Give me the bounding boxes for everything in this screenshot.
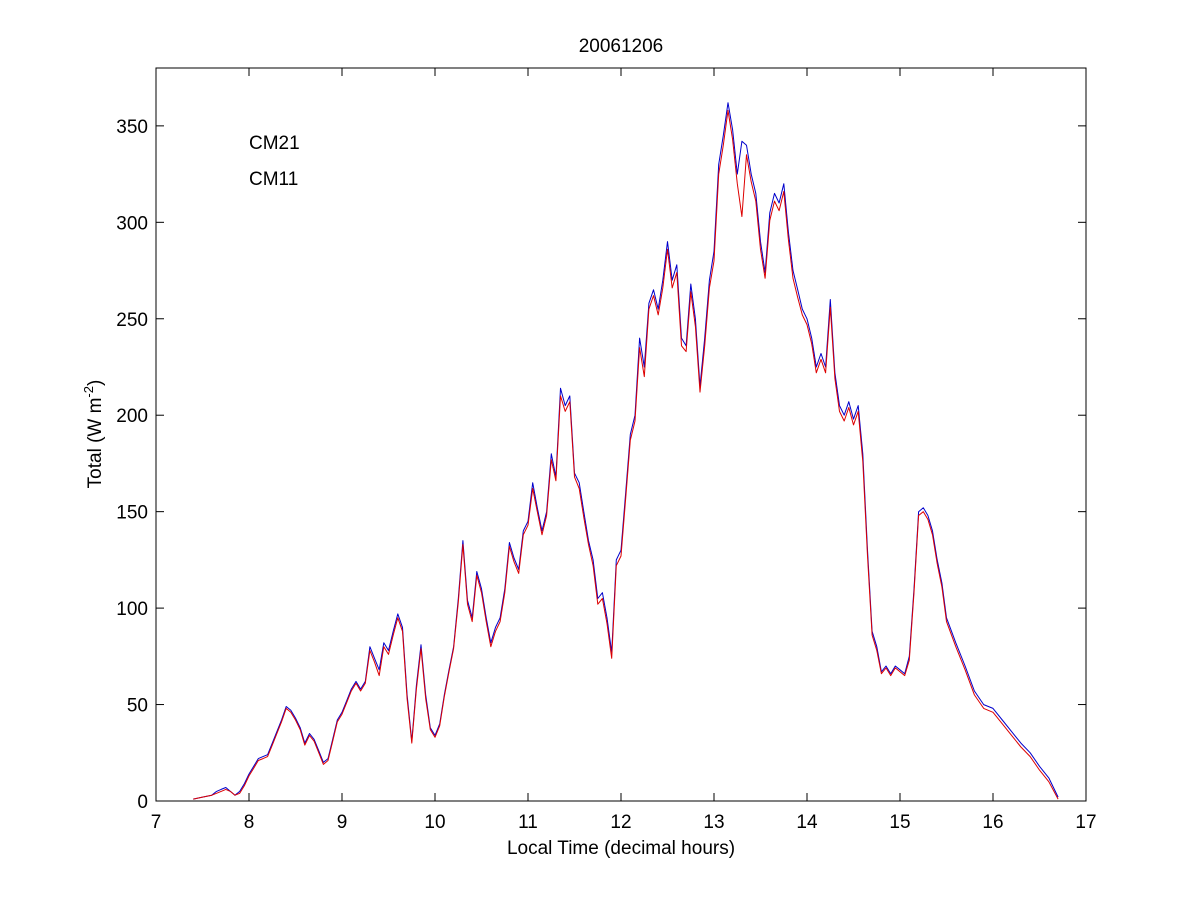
y-axis-label: Total (W m-2) — [81, 380, 106, 489]
chart-title: 20061206 — [579, 36, 664, 57]
y-tick-label: 350 — [116, 117, 148, 138]
x-axis: 7 8 9 10 11 12 13 14 15 16 17 — [151, 68, 1097, 833]
x-tick-label: 10 — [424, 812, 445, 833]
x-tick-label: 13 — [703, 812, 724, 833]
y-tick-label: 0 — [137, 792, 148, 813]
x-tick-label: 8 — [244, 812, 255, 833]
y-axis-label-close: ) — [85, 380, 106, 386]
legend: CM21 CM11 — [249, 133, 300, 190]
x-tick-label: 9 — [337, 812, 348, 833]
x-tick-label: 17 — [1075, 812, 1096, 833]
y-tick-label: 250 — [116, 310, 148, 331]
series-line-cm11 — [193, 109, 1059, 800]
y-tick-label: 50 — [127, 696, 148, 717]
y-tick-label: 150 — [116, 503, 148, 524]
legend-entry-cm21: CM21 — [249, 133, 300, 154]
series-layer — [193, 102, 1059, 800]
y-tick-label: 200 — [116, 406, 148, 427]
y-axis-label-superscript: -2 — [81, 386, 96, 398]
y-axis-label-main: Total (W m — [85, 398, 106, 489]
y-axis: 0 50 100 150 200 250 300 350 — [116, 117, 1086, 813]
y-tick-label: 100 — [116, 599, 148, 620]
x-tick-label: 15 — [889, 812, 910, 833]
legend-entry-cm11: CM11 — [249, 169, 298, 190]
y-tick-label: 300 — [116, 213, 148, 234]
x-tick-label: 14 — [796, 812, 818, 833]
x-tick-label: 7 — [151, 812, 162, 833]
x-tick-label: 12 — [610, 812, 631, 833]
x-axis-label: Local Time (decimal hours) — [507, 838, 735, 859]
x-tick-label: 11 — [518, 812, 538, 833]
x-tick-label: 16 — [982, 812, 1003, 833]
